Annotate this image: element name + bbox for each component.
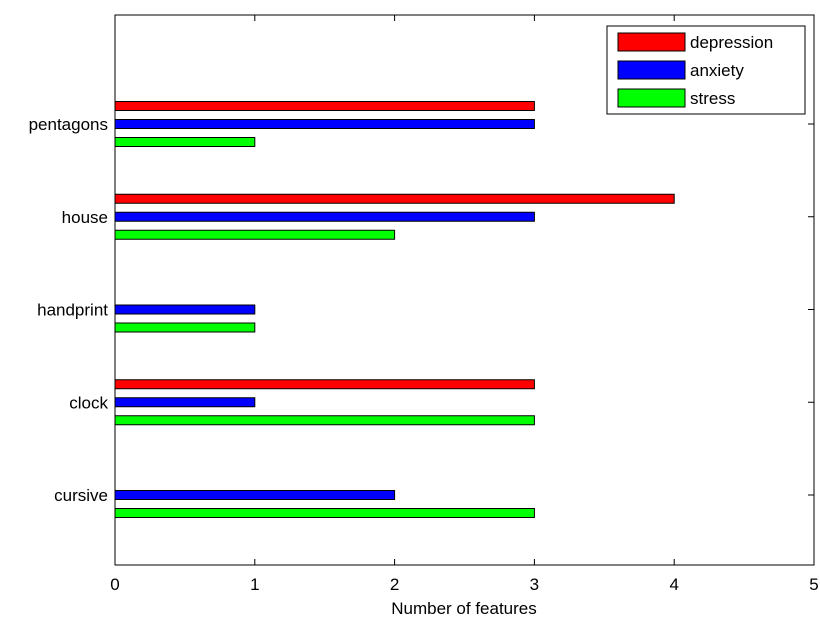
x-tick-label: 5 xyxy=(809,575,818,594)
x-axis-title: Number of features xyxy=(391,599,537,618)
x-tick-label: 2 xyxy=(390,575,399,594)
x-tick-label: 1 xyxy=(250,575,259,594)
bar-anxiety-handprint xyxy=(114,304,256,315)
x-tick-label: 3 xyxy=(530,575,539,594)
bar-anxiety-clock xyxy=(114,397,256,408)
legend-swatch-anxiety xyxy=(617,60,686,80)
legend-swatch-stress xyxy=(617,88,686,108)
legend-label-depression: depression xyxy=(690,33,773,52)
y-tick-label: clock xyxy=(69,393,108,412)
bar-stress-cursive xyxy=(114,508,535,518)
y-tick-label: cursive xyxy=(54,486,108,505)
bar-stress-clock xyxy=(114,415,535,426)
bar-stress-house xyxy=(114,229,396,240)
bar-anxiety-cursive xyxy=(114,490,396,500)
y-tick-label: pentagons xyxy=(29,115,108,134)
bar-stress-handprint xyxy=(114,322,256,333)
bar-depression-house xyxy=(114,193,675,204)
bar-anxiety-house xyxy=(114,211,535,222)
legend-label-stress: stress xyxy=(690,89,735,108)
y-tick-label: house xyxy=(62,208,108,227)
x-tick-label: 4 xyxy=(669,575,678,594)
y-tick-label: handprint xyxy=(37,301,108,320)
x-tick-label: 0 xyxy=(110,575,119,594)
x-tick-labels: 0 1 2 3 4 5 xyxy=(110,575,818,594)
bar-stress-pentagons xyxy=(114,137,256,147)
bar-anxiety-pentagons xyxy=(114,119,535,129)
y-tick-labels: pentagons house handprint clock cursive xyxy=(29,115,109,505)
bar-depression-pentagons xyxy=(114,101,535,111)
bars-group xyxy=(114,101,675,518)
legend-swatch-depression xyxy=(617,32,686,52)
legend: depression anxiety stress xyxy=(606,25,806,115)
legend-label-anxiety: anxiety xyxy=(690,61,744,80)
bar-depression-clock xyxy=(114,379,535,390)
